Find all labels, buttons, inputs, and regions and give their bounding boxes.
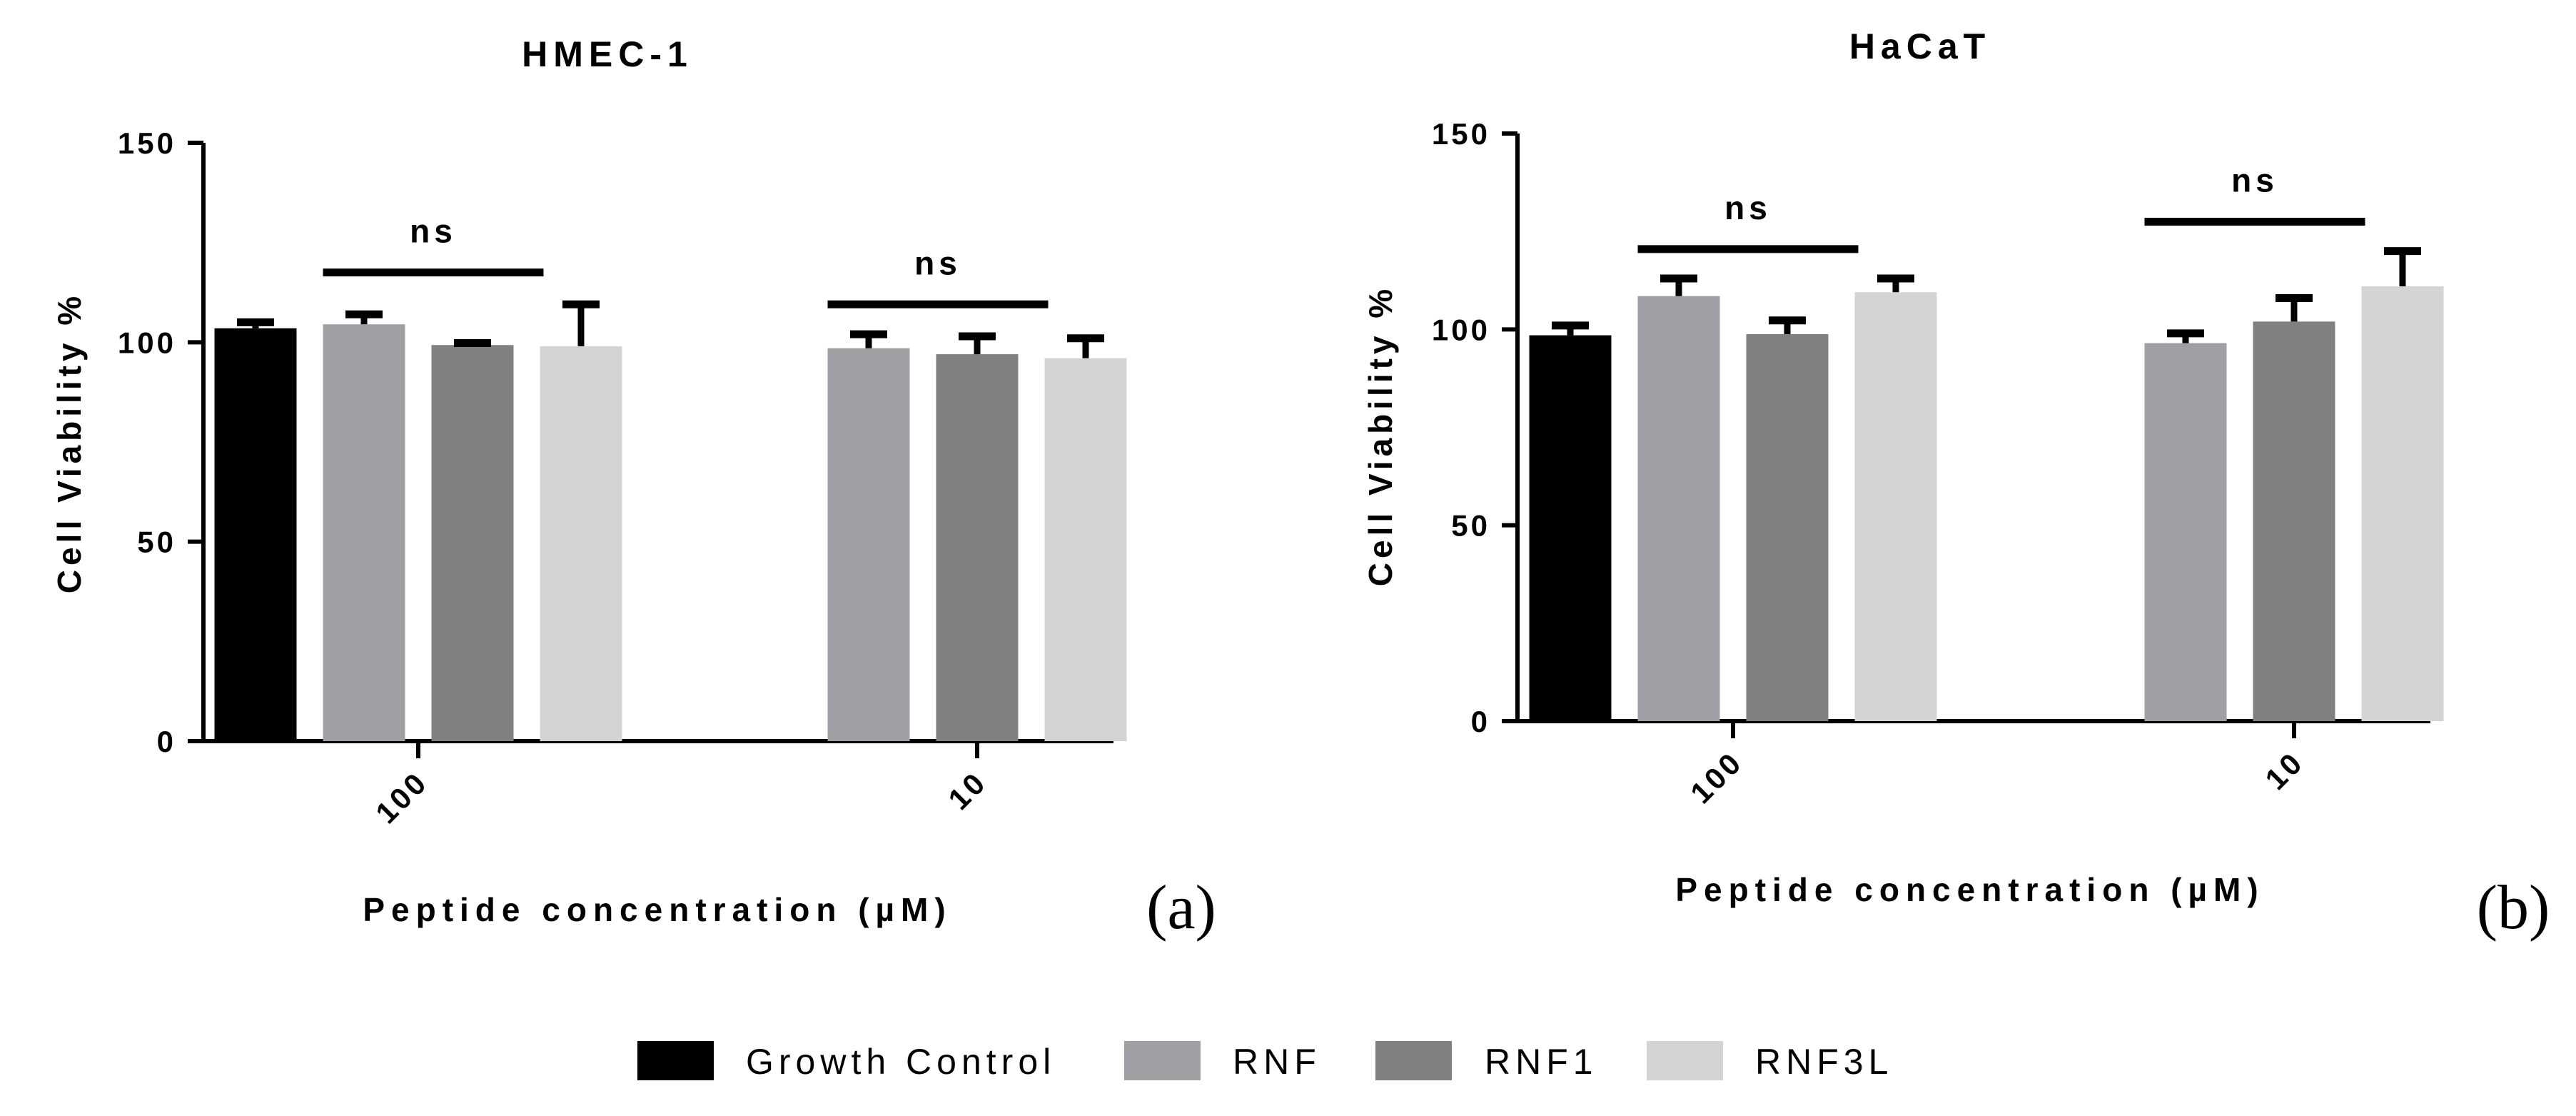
y-axis-label: Cell Viability % [51, 292, 88, 593]
bar-rnf1 [2253, 321, 2335, 721]
x-axis-label: Peptide concentration (µM) [363, 891, 951, 928]
legend-label-rnf1: RNF1 [1485, 1042, 1598, 1082]
x-tick-label: 100 [1684, 745, 1749, 810]
y-axis-label: Cell Viability % [1362, 285, 1399, 586]
legend-swatch-growth-control [637, 1041, 714, 1080]
chart-title: HMEC-1 [522, 34, 693, 74]
bar-rnf [827, 348, 910, 741]
chart-legend: Growth Control RNF RNF1 RNF3L [637, 1041, 1893, 1082]
x-tick-label: 100 [369, 765, 434, 830]
y-tick-label: 150 [1432, 117, 1490, 151]
bar-growth-control [1529, 335, 1612, 721]
y-tick-label: 0 [1471, 705, 1490, 738]
significance-label: ns [914, 244, 961, 281]
y-tick-label: 100 [118, 326, 176, 359]
y-tick-label: 50 [1451, 509, 1490, 543]
legend-swatch-rnf1 [1375, 1041, 1452, 1080]
bar-rnf1 [1746, 333, 1829, 721]
bar-rnf3l [540, 346, 622, 741]
chart-title: HaCaT [1849, 26, 1991, 66]
bar-rnf1 [936, 354, 1019, 741]
legend-label-rnf: RNF [1233, 1042, 1321, 1082]
bar-rnf1 [431, 345, 514, 741]
bar-rnf3l [2361, 286, 2444, 722]
x-axis-label: Peptide concentration (µM) [1675, 871, 2264, 908]
x-tick-label: 10 [2258, 745, 2310, 796]
significance-label: ns [2231, 161, 2278, 198]
y-tick-label: 50 [137, 526, 176, 559]
legend-label-rnf3l: RNF3L [1755, 1042, 1893, 1082]
bar-rnf [1637, 296, 1720, 721]
bar-rnf [323, 324, 405, 741]
bar-growth-control [214, 328, 297, 741]
legend-swatch-rnf3l [1647, 1041, 1723, 1080]
chart-panel-b: HaCaT Cell Viability % Peptide concentra… [1362, 26, 2550, 942]
panel-label: (a) [1146, 873, 1216, 942]
legend-swatch-rnf [1124, 1041, 1201, 1080]
bar-rnf3l [1854, 292, 1937, 722]
chart-panel-a: HMEC-1 Cell Viability % Peptide concentr… [51, 34, 1216, 942]
bar-rnf [2144, 343, 2227, 722]
y-tick-label: 0 [157, 725, 176, 758]
y-tick-label: 100 [1432, 313, 1490, 346]
panel-label: (b) [2477, 873, 2550, 942]
legend-label-growth-control: Growth Control [746, 1042, 1056, 1082]
bar-rnf3l [1044, 358, 1127, 741]
y-tick-label: 150 [118, 126, 176, 160]
significance-label: ns [1724, 189, 1772, 226]
significance-label: ns [410, 213, 457, 250]
x-tick-label: 10 [941, 765, 993, 816]
